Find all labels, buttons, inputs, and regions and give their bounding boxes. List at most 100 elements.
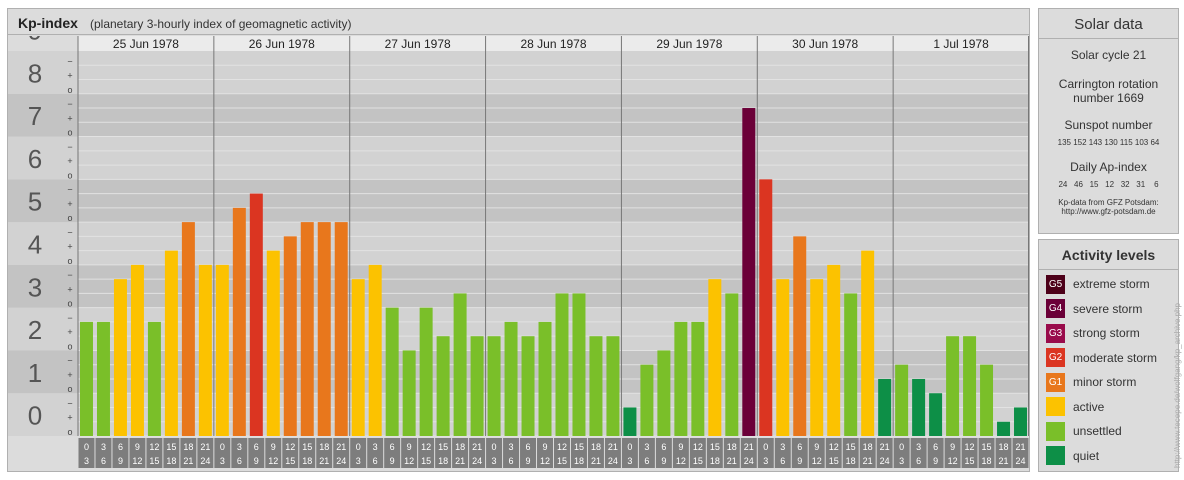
day-label: 25 Jun 1978 xyxy=(113,37,179,51)
kp-bar xyxy=(504,321,518,436)
kp-bar xyxy=(929,393,943,436)
interval-end-label: 9 xyxy=(526,456,531,466)
interval-end-label: 3 xyxy=(899,456,904,466)
interval-start-label: 12 xyxy=(965,442,975,452)
solar-heading: Solar data xyxy=(1039,16,1178,39)
interval-start-label: 3 xyxy=(509,442,514,452)
kp-bar xyxy=(266,250,280,436)
kp-bar xyxy=(691,321,705,436)
y-tick-label: 0 xyxy=(28,401,42,431)
y-subtick-label: + xyxy=(67,327,72,337)
kp-bar xyxy=(980,364,994,436)
interval-end-label: 9 xyxy=(118,456,123,466)
carrington-line2: number 1669 xyxy=(1073,91,1144,105)
interval-start-label: 9 xyxy=(135,442,140,452)
y-subtick-label: + xyxy=(67,156,72,166)
interval-end-label: 12 xyxy=(404,456,414,466)
interval-start-label: 0 xyxy=(220,442,225,452)
legend-swatch xyxy=(1046,397,1065,416)
y-tick-label: 8 xyxy=(28,58,42,88)
interval-end-label: 9 xyxy=(797,456,802,466)
kp-bar xyxy=(300,222,314,436)
y-tick-label: 4 xyxy=(28,230,42,260)
interval-start-label: 0 xyxy=(492,442,497,452)
day-label: 1 Jul 1978 xyxy=(933,37,989,51)
source-line2: http://www.gfz-potsdam.de xyxy=(1061,207,1156,216)
activity-levels-panel: Activity levels G5 extreme storm G4 severe … xyxy=(1038,239,1179,472)
kp-bar xyxy=(623,407,637,436)
interval-start-label: 3 xyxy=(373,442,378,452)
y-subtick-label: + xyxy=(67,199,72,209)
legend-swatch: G4 xyxy=(1046,299,1065,318)
interval-start-label: 9 xyxy=(814,442,819,452)
legend-item: quiet xyxy=(1046,446,1099,466)
interval-end-label: 15 xyxy=(285,456,295,466)
interval-end-label: 21 xyxy=(591,456,601,466)
kp-bar xyxy=(589,336,603,436)
interval-end-label: 6 xyxy=(644,456,649,466)
interval-end-label: 24 xyxy=(200,456,210,466)
interval-start-label: 15 xyxy=(574,442,584,452)
interval-start-label: 9 xyxy=(950,442,955,452)
interval-end-label: 15 xyxy=(149,456,159,466)
interval-start-label: 15 xyxy=(302,442,312,452)
y-subtick-label: + xyxy=(67,284,72,294)
interval-start-label: 9 xyxy=(271,442,276,452)
interval-end-label: 21 xyxy=(863,456,873,466)
kp-bar xyxy=(334,222,348,436)
y-subtick-label: − xyxy=(67,356,72,366)
y-subtick-label: o xyxy=(67,256,72,266)
kp-bar xyxy=(1014,407,1027,436)
y-subtick-label: + xyxy=(67,370,72,380)
interval-start-label: 6 xyxy=(661,442,666,452)
interval-start-label: 12 xyxy=(693,442,703,452)
kp-bar xyxy=(878,378,892,436)
kp-bar xyxy=(776,279,790,436)
legend-item: G1 minor storm xyxy=(1046,372,1136,392)
interval-end-label: 18 xyxy=(710,456,720,466)
kp-bar xyxy=(657,350,671,436)
interval-start-label: 18 xyxy=(999,442,1009,452)
interval-end-label: 15 xyxy=(965,456,975,466)
kp-bar xyxy=(164,250,178,436)
interval-end-label: 12 xyxy=(268,456,278,466)
interval-end-label: 6 xyxy=(509,456,514,466)
legend-label: moderate storm xyxy=(1073,350,1158,365)
interval-end-label: 24 xyxy=(880,456,890,466)
interval-start-label: 6 xyxy=(118,442,123,452)
interval-end-label: 12 xyxy=(676,456,686,466)
interval-start-label: 12 xyxy=(557,442,567,452)
interval-start-label: 0 xyxy=(627,442,632,452)
kp-bar xyxy=(419,307,433,436)
interval-start-label: 3 xyxy=(101,442,106,452)
kp-bar xyxy=(487,336,501,436)
interval-end-label: 9 xyxy=(254,456,259,466)
interval-end-label: 6 xyxy=(780,456,785,466)
interval-start-label: 18 xyxy=(591,442,601,452)
interval-end-label: 3 xyxy=(492,456,497,466)
interval-start-label: 3 xyxy=(916,442,921,452)
y-subtick-label: + xyxy=(67,113,72,123)
kp-bar xyxy=(895,364,909,436)
interval-end-label: 3 xyxy=(220,456,225,466)
kp-bar xyxy=(80,321,93,436)
legend-swatch xyxy=(1046,446,1065,465)
interval-start-label: 15 xyxy=(982,442,992,452)
interval-start-label: 9 xyxy=(407,442,412,452)
interval-end-label: 21 xyxy=(727,456,737,466)
interval-start-label: 0 xyxy=(899,442,904,452)
day-label: 30 Jun 1978 xyxy=(792,37,858,51)
legend-item: G2 moderate storm xyxy=(1046,348,1157,368)
legend-swatch: G3 xyxy=(1046,323,1065,343)
interval-start-label: 12 xyxy=(829,442,839,452)
y-tick-label: 3 xyxy=(28,272,42,302)
interval-end-label: 15 xyxy=(557,456,567,466)
interval-start-label: 15 xyxy=(710,442,720,452)
interval-end-label: 12 xyxy=(132,456,142,466)
day-label: 26 Jun 1978 xyxy=(249,37,315,51)
kp-bar xyxy=(147,321,161,436)
interval-start-label: 6 xyxy=(933,442,938,452)
interval-end-label: 24 xyxy=(472,456,482,466)
legend-swatch: G2 xyxy=(1046,348,1065,367)
y-subtick-label: o xyxy=(67,85,72,95)
